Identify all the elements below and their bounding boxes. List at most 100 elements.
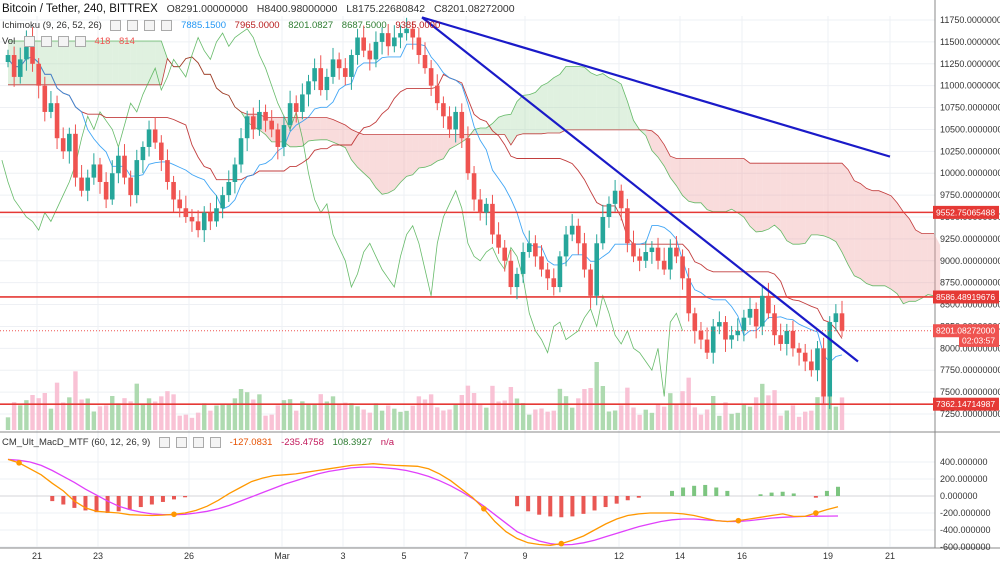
macd-settings-icon[interactable] [176,437,187,448]
volume-bar [766,395,771,430]
candle-body [287,103,293,126]
candle-body [661,260,667,270]
macd-histogram-bar [791,493,796,496]
macd-histogram-bar [116,496,121,512]
volume-close-icon[interactable] [57,36,69,47]
price-axis-tick-label: 11000.00000000 [940,81,1000,91]
cloud-segment-bearish [418,134,425,168]
candle-body [551,278,557,288]
cloud-segment-bearish [682,158,689,202]
volume-bar [373,403,379,430]
candle-body [330,59,336,77]
ichimoku-legend[interactable]: Ichimoku (9, 26, 52, 26) 7885.1500 7965.… [2,20,446,31]
candle-body [465,138,471,174]
cloud-segment-bullish [516,95,524,136]
volume-bar [655,403,661,430]
cloud-segment-bearish [345,125,352,160]
ichimoku-close-icon[interactable] [144,20,156,31]
ichimoku-eye-icon[interactable] [110,20,122,31]
macd-line [7,458,839,546]
candle-body [692,313,698,331]
volume-bar [214,405,219,430]
candle-body [802,352,808,362]
volume-bar [54,382,60,430]
cloud-segment-bearish [903,211,910,304]
volume-bar [735,412,740,430]
candle-body [704,339,710,353]
macd-close-icon[interactable] [193,437,204,448]
volume-bar [790,405,796,430]
cloud-segment-bearish [786,163,793,245]
volume-bar [606,411,612,430]
price-tag: 8586.48919676 [933,290,999,304]
volume-bar [244,392,250,430]
candle-body [134,160,140,196]
volume-bar [661,406,667,430]
cloud-segment-bullish [578,66,585,130]
volume-bar [392,408,397,430]
volume-bar [600,386,606,430]
candle-body [342,68,348,77]
cloud-segment-bearish [823,163,830,239]
candle-body [508,260,514,288]
volume-bar [533,409,538,430]
macd-histogram-bar [94,496,99,513]
macd-cross-dot [16,460,22,466]
ichimoku-more-icon[interactable] [161,20,173,31]
candle-body [784,330,790,344]
volume-bar [85,398,90,430]
macd-eye-icon[interactable] [159,437,170,448]
volume-eye-icon[interactable] [23,36,35,47]
ichimoku-settings-icon[interactable] [127,20,139,31]
macd-val-1: -235.4758 [281,437,324,449]
candle-body [520,252,526,274]
cloud-segment-bearish [909,218,916,302]
cloud-segment-bullish [112,41,119,85]
volume-bar [723,402,728,430]
volume-bar [545,411,550,430]
cloud-segment-bullish [553,74,560,134]
cloud-segment-bearish [700,158,708,210]
macd-val-0: -127.0831 [229,437,273,449]
cloud-segment-bullish [523,94,530,134]
macd-histogram-bar [61,496,66,505]
cloud-segment-bearish [737,158,744,218]
cloud-segment-bearish [897,202,904,304]
candle-body [48,103,54,112]
cloud-segment-bullish [602,73,609,130]
candle-body [631,243,636,257]
macd-histogram-bar [149,496,154,505]
candle-body [367,50,373,60]
candle-body [189,217,195,222]
macd-axis-tick-label: -600.000000 [940,542,991,552]
macd-histogram-bar [105,496,110,513]
macd-legend[interactable]: CM_Ult_MacD_MTF (60, 12, 26, 9) -127.083… [2,437,400,448]
volume-bar [637,414,642,430]
volume-bar [146,398,152,430]
time-axis-tick-label: 16 [737,551,747,561]
macd-histogram-bar [603,496,608,508]
cloud-segment-bearish [780,163,787,241]
cloud-segment-bearish [308,117,315,141]
candle-body [496,234,501,248]
macd-axis-tick-label: 400.000000 [940,457,988,467]
macd-histogram-bar [836,486,840,496]
volume-bar [435,407,440,430]
macd-more-icon[interactable] [210,437,221,448]
candle-body [490,203,495,235]
time-axis-tick-label: 19 [823,551,833,561]
candle-body [257,111,262,130]
macd-histogram-bar [725,490,730,496]
candle-body [275,129,281,147]
price-axis-tick-label: 10500.00000000 [940,124,1000,134]
cloud-segment-bearish [884,193,892,290]
volume-bar [563,396,569,430]
volume-legend[interactable]: Vol 418 814 [2,36,141,47]
volume-bar [171,394,176,430]
candle-body [30,37,35,64]
volume-settings-icon[interactable] [40,36,52,47]
volume-more-icon[interactable] [74,36,86,47]
symbol-title: Bitcoin / Tether, 240, BITTREX [2,3,158,15]
cloud-segment-bullish [130,41,137,85]
